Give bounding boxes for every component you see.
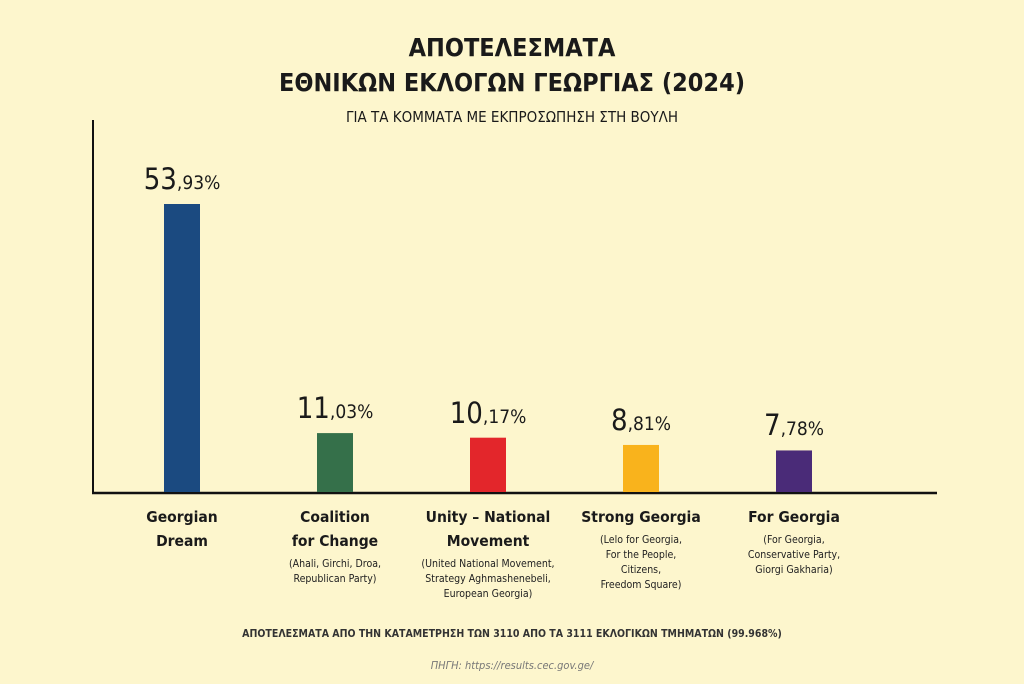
category-label: Strong Georgia (Lelo for Georgia, For the … [556, 505, 726, 593]
value-int: 53 [143, 162, 177, 196]
value-dec: ,78% [780, 418, 825, 441]
party-members: (Lelo for Georgia, For the People, Citizen… [556, 533, 726, 593]
member-line: Strategy Aghmashenebeli, [425, 573, 551, 585]
member-line: European Georgia) [443, 588, 533, 600]
value-dec: ,93% [176, 172, 221, 194]
party-name: Coalition [300, 508, 370, 526]
chart-subtitle: ΓΙΑ ΤΑ ΚΟΜΜΑΤΑ ΜΕ ΕΚΠΡΟΣΩΠΗΣΗ ΣΤΗ ΒΟΥΛΗ [345, 108, 679, 126]
bar-2 [470, 437, 506, 492]
party-members: (For Georgia, Conservative Party, Giorgi G… [709, 533, 879, 578]
bar-0 [164, 204, 200, 492]
category-label: Coalition for Change (Ahali, Girchi, Droa,… [250, 505, 420, 587]
bar-1 [317, 433, 353, 492]
party-members: (United National Movement, Strategy Aghma… [403, 557, 573, 602]
party-name: Unity – National [425, 508, 551, 526]
footnote: ΑΠΟΤΕΛΕΣΜΑΤΑ ΑΠΟ ΤΗΝ ΚΑΤΑΜΕΤΡΗΣΗ ΤΩΝ 311… [242, 628, 782, 640]
value-label: 7,78% [714, 408, 874, 442]
value-label: 10,17% [408, 396, 568, 430]
party-name: Dream [156, 532, 208, 550]
member-line: (For Georgia, [763, 534, 825, 546]
value-int: 7 [763, 408, 781, 443]
value-int: 11 [296, 391, 330, 426]
source-note: ΠΗΓΗ: https://results.cec.gov.ge/ [430, 659, 594, 672]
chart-title-line2: ΕΘΝΙΚΩΝ ΕΚΛΟΓΩΝ ΓΕΩΡΓΙΑΣ (2024) [278, 68, 746, 97]
member-line: Citizens, [620, 564, 662, 576]
party-name: For Georgia [748, 508, 840, 526]
value-label: 8,81% [561, 403, 721, 437]
value-label: 53,93% [102, 162, 262, 196]
party-name: Strong Georgia [581, 508, 701, 526]
party-name: Georgian [146, 508, 218, 526]
member-line: Freedom Square) [600, 579, 682, 591]
member-line: Republican Party) [293, 573, 377, 585]
chart-title-line1: ΑΠΟΤΕΛΕΣΜΑΤΑ [408, 33, 616, 62]
member-line: (Lelo for Georgia, [600, 534, 682, 546]
party-name: Movement [446, 532, 530, 550]
category-label: For Georgia (For Georgia, Conservative Par… [709, 505, 879, 578]
member-line: For the People, [605, 549, 677, 561]
party-name: for Change [291, 532, 379, 550]
value-label: 11,03% [255, 391, 415, 425]
category-label: Unity – National Movement (United National… [403, 505, 573, 602]
value-dec: ,81% [627, 412, 672, 435]
value-dec: ,17% [482, 405, 527, 428]
bar-4 [776, 450, 812, 492]
bar-3 [623, 444, 659, 492]
value-int: 8 [610, 402, 628, 437]
party-members: (Ahali, Girchi, Droa, Republican Party) [250, 557, 420, 587]
member-line: (United National Movement, [421, 558, 555, 570]
member-line: (Ahali, Girchi, Droa, [288, 558, 382, 570]
member-line: Conservative Party, [747, 549, 841, 561]
category-label: Georgian Dream [97, 505, 267, 557]
member-line: Giorgi Gakharia) [755, 564, 833, 576]
value-dec: ,03% [329, 401, 374, 424]
value-int: 10 [449, 395, 483, 430]
